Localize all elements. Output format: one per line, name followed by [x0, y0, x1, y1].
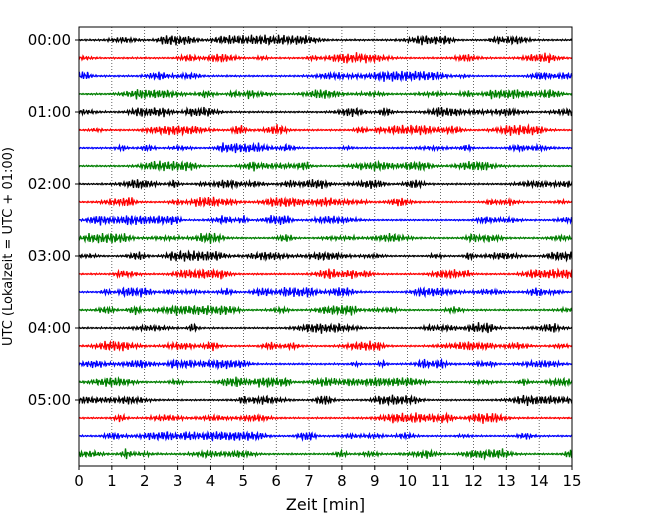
y-axis-label: UTC (Lokalzeit = UTC + 01:00)	[1, 147, 16, 346]
y-tick-label: 02:00	[28, 175, 71, 193]
axes-frame	[78, 26, 573, 467]
trace-row-6	[78, 141, 573, 154]
trace-row-7	[78, 159, 573, 172]
x-tick-label: 8	[337, 472, 347, 490]
trace-row-22	[78, 430, 573, 442]
x-tick-label: 3	[173, 472, 183, 490]
x-tick-label: 5	[239, 472, 249, 490]
trace-row-21	[78, 411, 573, 424]
trace-row-5	[78, 122, 573, 137]
x-tick-label: 11	[431, 472, 450, 490]
trace-row-20	[78, 394, 573, 407]
x-tick-label: 7	[304, 472, 314, 490]
y-tick-label: 01:00	[28, 103, 71, 121]
trace-row-17	[78, 339, 573, 352]
x-tick-label: 6	[271, 472, 281, 490]
y-tick-label: 04:00	[28, 319, 71, 337]
x-tick-label: 10	[398, 472, 417, 490]
seismic-traces	[78, 34, 573, 461]
y-ticks: 00:00 01:00 02:00 03:00 04:00 05:00	[28, 31, 79, 409]
trace-row-3	[78, 88, 573, 100]
x-tick-label: 4	[206, 472, 216, 490]
x-tick-label: 15	[562, 472, 581, 490]
x-tick-label: 13	[497, 472, 516, 490]
y-tick-label: 05:00	[28, 391, 71, 409]
trace-row-23	[78, 448, 573, 461]
trace-row-11	[78, 232, 573, 244]
x-tick-label: 1	[107, 472, 117, 490]
x-tick-label: 0	[74, 472, 84, 490]
y-tick-label: 00:00	[28, 31, 71, 49]
y-tick-label: 03:00	[28, 247, 71, 265]
trace-row-14	[78, 286, 573, 299]
x-tick-label: 2	[140, 472, 150, 490]
trace-row-19	[78, 376, 573, 388]
trace-row-9	[78, 196, 573, 208]
grid-lines	[111, 27, 540, 466]
trace-row-15	[78, 304, 573, 316]
x-axis-label: Zeit [min]	[286, 495, 365, 514]
trace-row-2	[78, 70, 573, 83]
trace-row-1	[78, 52, 573, 65]
x-tick-label: 14	[530, 472, 549, 490]
x-tick-label: 12	[464, 472, 483, 490]
trace-row-4	[78, 106, 573, 118]
trace-row-0	[78, 34, 573, 46]
trace-row-10	[78, 214, 573, 227]
trace-row-8	[78, 178, 573, 191]
trace-row-16	[78, 322, 573, 334]
trace-row-18	[78, 357, 573, 371]
x-ticks: 0 1 2 3 4 5 6 7 8 9 10 11 12 13 14 15	[74, 466, 582, 490]
trace-row-13	[78, 267, 573, 280]
trace-row-12	[78, 249, 573, 263]
x-tick-label: 9	[370, 472, 380, 490]
